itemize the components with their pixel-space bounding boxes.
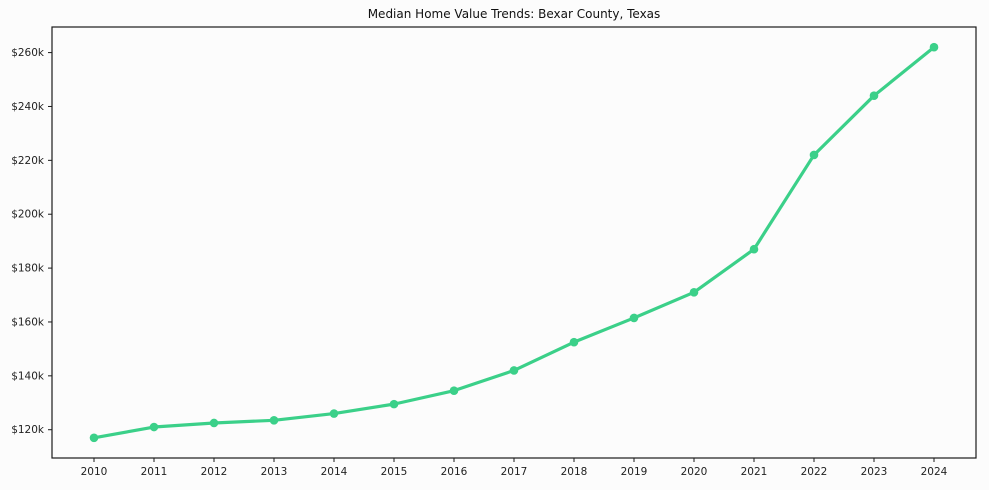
data-point-marker bbox=[809, 150, 819, 160]
x-axis-tick-label: 2020 bbox=[681, 466, 708, 478]
x-axis-tick-label: 2010 bbox=[81, 466, 108, 478]
data-point-marker bbox=[929, 42, 939, 52]
x-axis-tick-label: 2017 bbox=[501, 466, 528, 478]
chart-title: Median Home Value Trends: Bexar County, … bbox=[368, 7, 661, 21]
data-point-marker bbox=[509, 366, 519, 375]
y-axis-tick-label: $120k bbox=[11, 424, 45, 436]
x-axis-tick-label: 2022 bbox=[801, 466, 828, 478]
data-line bbox=[92, 45, 936, 440]
x-axis-tick-label: 2014 bbox=[321, 466, 348, 478]
plot-border bbox=[51, 26, 977, 459]
x-axis-tick-label: 2019 bbox=[621, 466, 648, 478]
y-axis-tick-label: $140k bbox=[11, 370, 45, 382]
x-axis-tick-label: 2013 bbox=[261, 466, 288, 478]
x-axis-tick-label: 2012 bbox=[201, 466, 228, 478]
x-axis-tick-label: 2023 bbox=[861, 466, 888, 478]
data-point-marker bbox=[329, 409, 339, 418]
y-axis-tick-label: $260k bbox=[11, 47, 45, 59]
y-axis-tick-label: $220k bbox=[11, 155, 45, 167]
data-point-marker bbox=[689, 288, 699, 297]
plot-area: $120k $140k $160k $180k $200k $220k $240k $260k… bbox=[11, 26, 977, 478]
x-axis-tick-label: 2016 bbox=[441, 466, 468, 478]
x-axis-tick-label: 2015 bbox=[381, 466, 408, 478]
x-axis-tick-label: 2021 bbox=[741, 466, 768, 478]
y-axis-tick-label: $240k bbox=[11, 101, 45, 113]
y-axis-tick-label: $160k bbox=[11, 316, 45, 328]
x-axis-tick-label: 2011 bbox=[141, 466, 168, 478]
y-axis-tick-label: $180k bbox=[11, 263, 45, 275]
data-point-marker bbox=[269, 415, 279, 425]
data-point-marker bbox=[89, 433, 99, 443]
data-point-marker bbox=[209, 418, 219, 428]
data-point-marker bbox=[449, 386, 459, 395]
x-axis-tick-label: 2024 bbox=[921, 466, 948, 478]
data-point-marker bbox=[629, 313, 639, 323]
data-point-marker bbox=[749, 244, 759, 254]
data-point-marker bbox=[389, 399, 399, 409]
data-point-marker bbox=[569, 337, 579, 347]
y-axis-tick-label: $200k bbox=[11, 209, 45, 221]
x-axis-tick-label: 2018 bbox=[561, 466, 588, 478]
data-point-marker bbox=[869, 91, 879, 100]
data-point-marker bbox=[149, 422, 159, 432]
